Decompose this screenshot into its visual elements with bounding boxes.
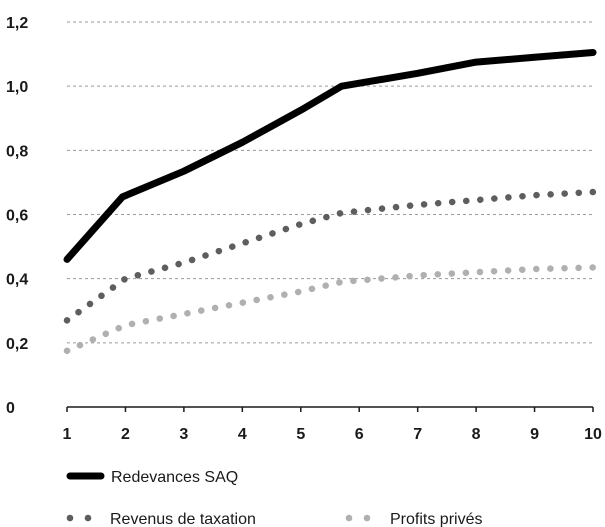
- x-tick-label: 7: [413, 426, 422, 443]
- x-tick-label: 10: [584, 426, 602, 443]
- x-tick-label: 4: [238, 426, 247, 443]
- legend-label-profits: Profits privés: [390, 511, 482, 527]
- x-tick-label: 8: [472, 426, 481, 443]
- y-tick-label: 0,2: [6, 336, 28, 353]
- x-tick-label: 9: [530, 426, 539, 443]
- series-line-1: [63, 188, 597, 324]
- axes: 0 0,2 0,4 0,6 0,8 1,0 1,2 1 2 3 4 5 6 7 8 9 10: [6, 15, 602, 443]
- y-tick-label: 1,2: [6, 15, 28, 32]
- series-line-2: [63, 264, 597, 355]
- y-tick-label: 0: [6, 400, 15, 417]
- x-tick-label: 6: [355, 426, 364, 443]
- y-tick-label: 1,0: [6, 79, 28, 96]
- x-tick-label: 1: [63, 426, 72, 443]
- y-tick-label: 0,4: [6, 272, 28, 289]
- x-tick-label: 2: [121, 426, 130, 443]
- y-tick-label: 0,6: [6, 208, 28, 225]
- legend-swatch-dot-revenus: [84, 514, 92, 522]
- legend-swatch-dot-profits: [345, 514, 353, 522]
- legend-swatch-dot-profits: [363, 514, 371, 522]
- legend-swatch-dot-revenus: [66, 514, 74, 522]
- gridlines: [67, 21, 593, 344]
- legend-label-redevances: Redevances SAQ: [111, 469, 238, 486]
- legend: Redevances SAQ Revenus de taxation Profits…: [66, 469, 482, 527]
- y-tick-label: 0,8: [6, 143, 28, 160]
- legend-label-revenus: Revenus de taxation: [110, 511, 256, 527]
- series-group: [63, 48, 597, 355]
- x-tick-label: 3: [179, 426, 188, 443]
- series-line-0: [63, 48, 597, 263]
- x-tick-label: 5: [296, 426, 305, 443]
